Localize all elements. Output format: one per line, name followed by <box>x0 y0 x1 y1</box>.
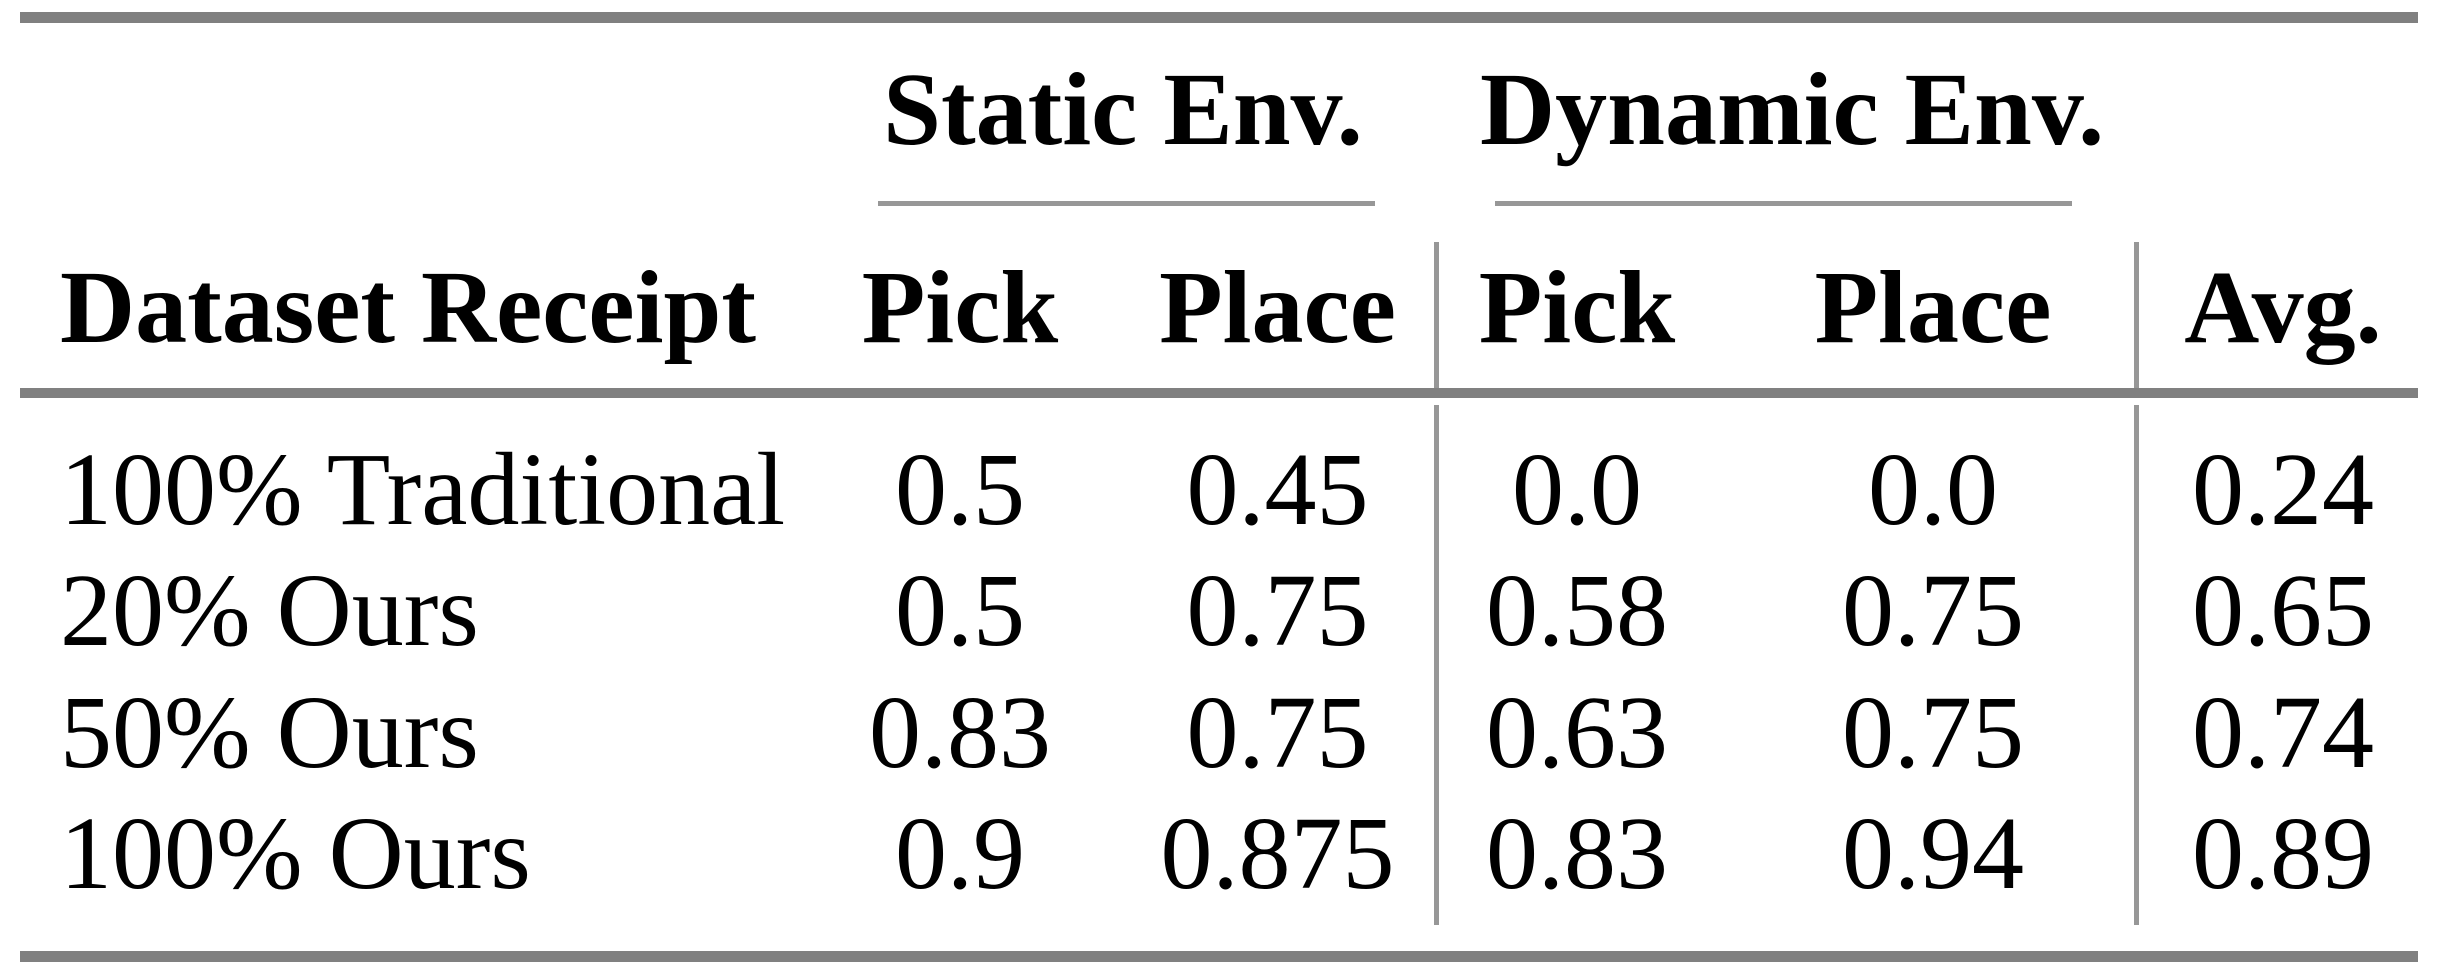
top-rule <box>20 12 2418 23</box>
cell-avg: 0.65 <box>2192 553 2374 668</box>
column-header-static-place: Place <box>1159 250 1396 365</box>
cell-static-pick: 0.5 <box>895 553 1025 668</box>
column-separator-1-header <box>1434 242 1439 388</box>
row-label: 100% Traditional <box>60 432 786 547</box>
mid-rule <box>20 388 2418 398</box>
column-header-avg: Avg. <box>2184 250 2382 365</box>
cell-dynamic-place: 0.94 <box>1842 796 2024 911</box>
cmidrule-dynamic <box>1495 201 2072 206</box>
group-header-dynamic-env: Dynamic Env. <box>1480 52 2105 167</box>
column-separator-2-body <box>2134 405 2139 925</box>
cell-static-pick: 0.83 <box>869 675 1051 790</box>
row-label: 100% Ours <box>60 796 531 911</box>
cell-dynamic-pick: 0.63 <box>1486 675 1668 790</box>
cell-avg: 0.74 <box>2192 675 2374 790</box>
cell-avg: 0.89 <box>2192 796 2374 911</box>
cell-static-pick: 0.9 <box>895 796 1025 911</box>
row-label: 50% Ours <box>60 675 479 790</box>
cell-avg: 0.24 <box>2192 432 2374 547</box>
cell-dynamic-pick: 0.0 <box>1512 432 1642 547</box>
column-separator-1-body <box>1434 405 1439 925</box>
column-header-dynamic-pick: Pick <box>1478 250 1676 365</box>
cell-dynamic-place: 0.75 <box>1842 553 2024 668</box>
cell-dynamic-place: 0.0 <box>1868 432 1998 547</box>
row-label: 20% Ours <box>60 553 479 668</box>
group-header-static-env: Static Env. <box>883 52 1363 167</box>
cell-static-place: 0.45 <box>1186 432 1369 547</box>
column-separator-2-header <box>2134 242 2139 388</box>
column-header-static-pick: Pick <box>861 250 1059 365</box>
column-header-dynamic-place: Place <box>1814 250 2052 365</box>
column-header-dataset-receipt: Dataset Receipt <box>60 250 756 365</box>
cell-static-place: 0.875 <box>1160 796 1395 911</box>
cell-static-place: 0.75 <box>1186 553 1369 668</box>
cmidrule-static <box>878 201 1375 206</box>
cell-dynamic-pick: 0.83 <box>1486 796 1668 911</box>
cell-dynamic-place: 0.75 <box>1842 675 2024 790</box>
cell-dynamic-pick: 0.58 <box>1486 553 1668 668</box>
cell-static-pick: 0.5 <box>895 432 1025 547</box>
bottom-rule <box>20 951 2418 962</box>
cell-static-place: 0.75 <box>1186 675 1369 790</box>
